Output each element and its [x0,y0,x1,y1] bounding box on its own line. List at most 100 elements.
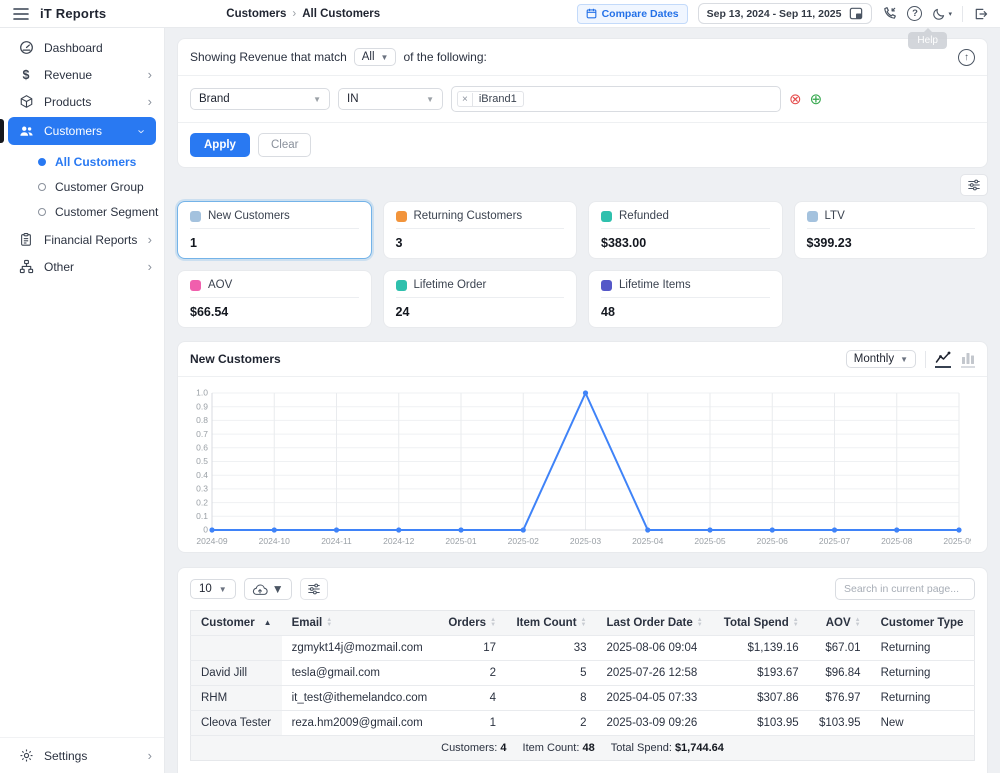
radio-dot-icon [38,158,46,166]
contact-phone-icon[interactable] [882,6,897,21]
sort-icon[interactable]: ▲▼ [697,618,703,628]
svg-text:2025-04: 2025-04 [632,536,663,546]
column-header-last-order-date[interactable]: Last Order Date▲▼ [597,611,714,636]
breadcrumb-customers[interactable]: Customers [226,8,286,20]
svg-text:2024-10: 2024-10 [259,536,290,546]
svg-text:0.1: 0.1 [196,511,208,521]
filter-operator-select[interactable]: IN ▼ [338,88,443,110]
collapse-panel-icon[interactable]: ↑ [958,49,975,66]
match-mode-select[interactable]: All ▼ [354,48,397,66]
cell-aov: $76.97 [809,686,871,711]
column-header-customer[interactable]: Customer▲ [191,611,282,636]
metric-card-aov[interactable]: AOV$66.54 [177,270,372,328]
cell-last-order-date: 2025-04-05 07:33 [597,686,714,711]
metric-card-returning-customers[interactable]: Returning Customers3 [383,201,578,259]
sidebar-subitem-all-customers[interactable]: All Customers [0,149,164,174]
clear-button[interactable]: Clear [258,133,311,157]
metric-label: AOV [190,279,359,291]
sort-icon[interactable]: ▲▼ [793,618,799,628]
metric-label: Refunded [601,210,770,222]
cell-orders: 1 [438,711,506,736]
metric-value: 1 [190,236,359,250]
filter-prefix-label: Showing Revenue that match [190,50,347,64]
metrics-settings-button[interactable] [960,174,988,196]
export-button[interactable]: ▼ [244,578,292,600]
logout-icon[interactable] [973,7,988,21]
metric-card-refunded[interactable]: Refunded$383.00 [588,201,783,259]
new-customers-chart: 00.10.20.30.40.50.60.70.80.91.02024-0920… [184,385,971,548]
cell-orders: 4 [438,686,506,711]
sidebar-item-products[interactable]: Products › [0,88,164,115]
remove-tag-icon[interactable]: × [458,93,473,106]
sort-icon[interactable]: ▲▼ [326,618,332,628]
sidebar-item-settings[interactable]: Settings › [0,737,164,773]
cell-customer-type: Returning [871,661,975,686]
sidebar-item-other[interactable]: Other › [0,253,164,280]
sort-icon[interactable]: ▲▼ [490,618,496,628]
table-settings-button[interactable] [300,578,328,600]
metric-value: 48 [601,305,770,319]
compare-dates-button[interactable]: Compare Dates [577,4,688,24]
chevron-down-icon: ▾ [948,10,952,18]
date-range-picker[interactable]: Sep 13, 2024 - Sep 11, 2025 [698,3,873,24]
filter-values-input[interactable]: × iBrand1 [451,86,781,112]
bar-chart-icon[interactable] [961,351,975,368]
help-icon[interactable]: ? [907,6,922,21]
breadcrumb-separator: › [292,8,296,20]
apply-button[interactable]: Apply [190,133,250,157]
cell-last-order-date: 2025-07-26 12:58 [597,661,714,686]
dollar-icon: $ [18,68,34,82]
remove-condition-icon[interactable]: ⊗ [789,92,802,107]
chart-panel: New Customers Monthly ▼ 00.10.20.30.40.5… [177,341,988,553]
sidebar-item-dashboard[interactable]: Dashboard [0,34,164,61]
hamburger-menu-icon[interactable] [12,5,30,23]
theme-toggle-moon-icon[interactable]: ▾ [932,7,952,21]
cell-customer-type: Returning [871,636,975,661]
cell-aov: $96.84 [809,661,871,686]
table-row: Cleova Testerreza.hm2009@gmail.com122025… [191,711,975,736]
add-condition-icon[interactable]: ⊕ [810,92,823,107]
cell-total-spend: $1,139.16 [713,636,808,661]
chevron-down-icon: ▼ [313,95,321,104]
cell-total-spend: $103.95 [713,711,808,736]
interval-select[interactable]: Monthly ▼ [846,350,916,368]
cell-item-count: 8 [506,686,596,711]
column-header-orders[interactable]: Orders▲▼ [438,611,506,636]
column-header-customer-type: Customer Type [871,611,975,636]
summary-item-count: Item Count: 48 [523,742,595,754]
page-size-select[interactable]: 10 ▼ [190,579,236,599]
metric-value: $399.23 [807,236,976,250]
column-header-total-spend[interactable]: Total Spend▲▼ [713,611,808,636]
metric-card-lifetime-order[interactable]: Lifetime Order24 [383,270,578,328]
column-header-item-count[interactable]: Item Count▲▼ [506,611,596,636]
line-chart-icon[interactable] [935,351,951,368]
svg-text:2025-01: 2025-01 [445,536,476,546]
sort-icon[interactable]: ▲▼ [581,618,587,628]
cell-aov: $67.01 [809,636,871,661]
metric-card-ltv[interactable]: LTV$399.23 [794,201,989,259]
chevron-down-icon: ▼ [426,95,434,104]
sidebar-subitem-customer-segment[interactable]: Customer Segment [0,199,164,224]
table-header-row: Customer▲Email▲▼Orders▲▼Item Count▲▼Last… [191,611,975,636]
sliders-icon [307,582,321,596]
table-row: RHMit_test@ithemelandco.com482025-04-05 … [191,686,975,711]
date-presets-icon[interactable] [849,7,863,20]
sidebar-subitem-customer-group[interactable]: Customer Group [0,174,164,199]
sidebar-item-customers[interactable]: Customers › [8,117,156,145]
summary-customers: Customers: 4 [441,742,506,754]
sort-icon[interactable]: ▲ [264,619,272,627]
metric-card-lifetime-items[interactable]: Lifetime Items48 [588,270,783,328]
search-input[interactable] [835,578,975,600]
metric-card-new-customers[interactable]: New Customers1 [177,201,372,259]
sidebar-item-revenue[interactable]: $ Revenue › [0,61,164,88]
filter-field-select[interactable]: Brand ▼ [190,88,330,110]
sort-icon[interactable]: ▲▼ [855,618,861,628]
column-header-email[interactable]: Email▲▼ [282,611,438,636]
divider [190,228,359,229]
sidebar-item-financial-reports[interactable]: Financial Reports › [0,226,164,253]
calendar-icon [586,8,597,19]
metric-color-swatch [396,280,407,291]
column-header-aov[interactable]: AOV▲▼ [809,611,871,636]
cell-customer: RHM [191,686,282,711]
cell-total-spend: $307.86 [713,686,808,711]
